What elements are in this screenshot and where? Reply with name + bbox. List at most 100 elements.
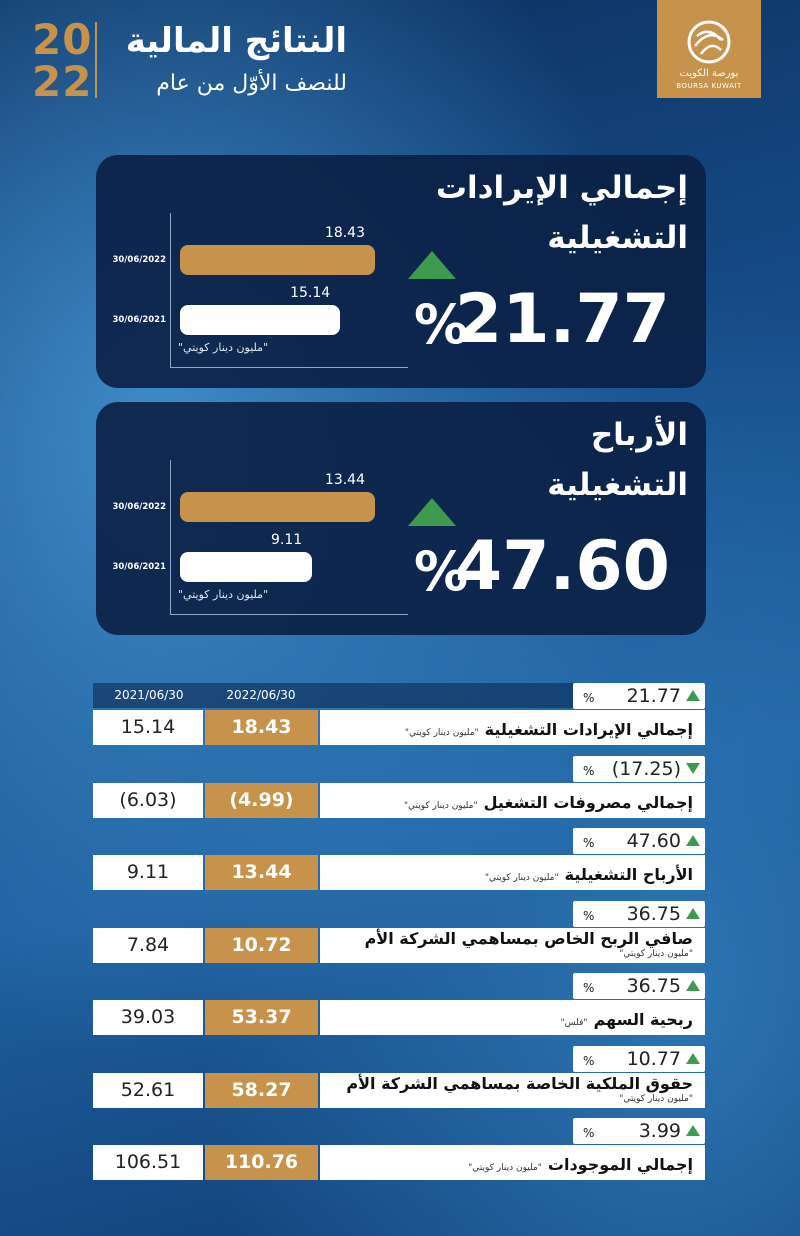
- change-value: 47.60: [454, 527, 670, 606]
- row-label: الأرباح التشغيلية: [564, 865, 693, 884]
- change-box: 36.75%: [573, 900, 705, 927]
- change-unit: %: [583, 836, 595, 850]
- trend-arrow: [686, 762, 700, 774]
- logo-icon: [687, 20, 731, 64]
- row-label-wrap: صافي الربح الخاص بمساهمي الشركة الأم "ملي…: [320, 928, 705, 959]
- value-2021: 106.51: [93, 1145, 203, 1180]
- change-unit: %: [414, 293, 469, 356]
- value-2021: 7.84: [93, 927, 203, 963]
- row-label-wrap: إجمالي الموجودات "مليون دينار كويتي": [320, 1145, 705, 1175]
- change-box: 36.75%: [573, 973, 705, 999]
- year-bottom: 22: [32, 57, 93, 106]
- row-label: إجمالي مصروفات التشغيل: [483, 792, 693, 812]
- change-value: 21.77: [626, 685, 681, 707]
- chart-title-line: التشغيلية: [547, 220, 688, 256]
- logo: بورصة الكويت BOURSA KUWAIT: [657, 0, 761, 98]
- column-header: 2021/06/30: [114, 688, 184, 702]
- row-note: "مليون دينار كويتي": [468, 1163, 542, 1173]
- value-2022: 10.72: [205, 927, 318, 963]
- axis-line: [170, 460, 171, 614]
- chart-title-line: إجمالي الإيرادات: [435, 170, 688, 206]
- value-label: 15.14: [290, 285, 331, 301]
- value-2022: 53.37: [205, 1000, 318, 1035]
- year-top: 20: [32, 15, 93, 64]
- chart-title-line: التشغيلية: [547, 467, 688, 503]
- category-label: 30/06/2021: [112, 315, 166, 325]
- change-box: 3.99%: [573, 1118, 705, 1144]
- chart-panel: إجمالي الإيرادات التشغيلية 21.77% 18.43 30/0…: [96, 155, 706, 388]
- change-value: 10.77: [626, 1047, 681, 1070]
- trend-arrow: [686, 1125, 700, 1136]
- row-label-cell: صافي الربح الخاص بمساهمي الشركة الأم "ملي…: [320, 927, 705, 963]
- change-unit: %: [583, 1053, 595, 1068]
- trend-arrow: [686, 1052, 700, 1064]
- change-box: 47.60%: [573, 828, 705, 854]
- row-label: إجمالي الإيرادات التشغيلية: [484, 720, 693, 739]
- bar: [180, 305, 341, 335]
- value-2022: 13.44: [205, 855, 318, 890]
- bar: [180, 492, 375, 522]
- row-label-cell: حقوق الملكية الخاصة بمساهمي الشركة الأم "…: [320, 1072, 705, 1108]
- value-label: 18.43: [324, 225, 365, 241]
- row-label-wrap: ربحية السهم "فلس": [320, 1000, 705, 1030]
- axis-line: [170, 367, 408, 368]
- row-note: "مليون دينار كويتي": [404, 728, 479, 738]
- chart-title: إجمالي الإيرادات التشغيلية: [436, 163, 688, 263]
- chart-title: الأرباح التشغيلية: [547, 410, 688, 510]
- value-2021: 52.61: [93, 1072, 203, 1108]
- change-value: 36.75: [626, 975, 681, 997]
- axis-line: [170, 213, 171, 367]
- row-label-cell: إجمالي الإيرادات التشغيلية "مليون دينار ك…: [320, 710, 705, 745]
- axis-line: [170, 614, 408, 615]
- change-value: 21.77: [454, 280, 670, 359]
- category-label: 30/06/2022: [112, 502, 166, 512]
- value-2021: (6.03): [93, 782, 203, 818]
- logo-english: BOURSA KUWAIT: [676, 82, 742, 90]
- row-label: ربحية السهم: [593, 1010, 693, 1029]
- row-note: "مليون دينار كويتي": [619, 1093, 693, 1104]
- change-unit: %: [583, 1126, 595, 1140]
- row-label: صافي الربح الخاص بمساهمي الشركة الأم: [364, 928, 693, 948]
- change-value: 47.60: [626, 830, 681, 852]
- change-value: 3.99: [638, 1120, 681, 1142]
- header-title: النتائج المالية: [125, 21, 347, 61]
- change-unit: %: [583, 691, 595, 705]
- trend-arrow: [686, 835, 700, 846]
- header-subtitle: للنصف الأوّل من عام: [156, 71, 347, 96]
- row-label-cell: إجمالي مصروفات التشغيل "مليون دينار كويتي…: [320, 782, 705, 818]
- change-box: (17.25)%: [573, 755, 705, 782]
- trend-arrow: [408, 251, 456, 279]
- change-box: 21.77%: [573, 683, 705, 709]
- change-unit: %: [414, 540, 469, 603]
- unit-note: "مليون دينار كويتي": [178, 588, 269, 601]
- row-label-cell: ربحية السهم "فلس": [320, 1000, 705, 1035]
- change-unit: %: [583, 981, 595, 995]
- category-label: 30/06/2022: [112, 255, 166, 265]
- row-note: "مليون دينار كويتي": [403, 800, 478, 811]
- row-label: إجمالي الموجودات: [547, 1155, 693, 1174]
- trend-arrow: [408, 498, 456, 526]
- unit-note: "مليون دينار كويتي": [178, 341, 269, 354]
- trend-arrow: [686, 907, 700, 919]
- value-2022: 58.27: [205, 1072, 318, 1108]
- change-value: (17.25): [611, 757, 681, 780]
- row-label: حقوق الملكية الخاصة بمساهمي الشركة الأم: [346, 1073, 693, 1093]
- value-2022: 110.76: [205, 1145, 318, 1180]
- row-note: "مليون دينار كويتي": [619, 948, 693, 959]
- chart-title-line: الأرباح: [590, 417, 688, 453]
- change-box: 10.77%: [573, 1045, 705, 1072]
- trend-arrow: [686, 690, 700, 701]
- row-label-cell: الأرباح التشغيلية "مليون دينار كويتي": [320, 855, 705, 890]
- row-label-wrap: الأرباح التشغيلية "مليون دينار كويتي": [320, 855, 705, 885]
- row-label-cell: إجمالي الموجودات "مليون دينار كويتي": [320, 1145, 705, 1180]
- row-note: "فلس": [560, 1018, 588, 1028]
- bar: [180, 552, 313, 582]
- value-2022: 18.43: [205, 710, 318, 745]
- value-2022: (4.99): [205, 782, 318, 818]
- logo-arabic: بورصة الكويت: [679, 68, 739, 79]
- column-header: 2022/06/30: [226, 688, 296, 702]
- change-unit: %: [583, 908, 595, 923]
- change-unit: %: [583, 763, 595, 778]
- row-label-wrap: إجمالي مصروفات التشغيل "مليون دينار كويتي…: [320, 783, 705, 813]
